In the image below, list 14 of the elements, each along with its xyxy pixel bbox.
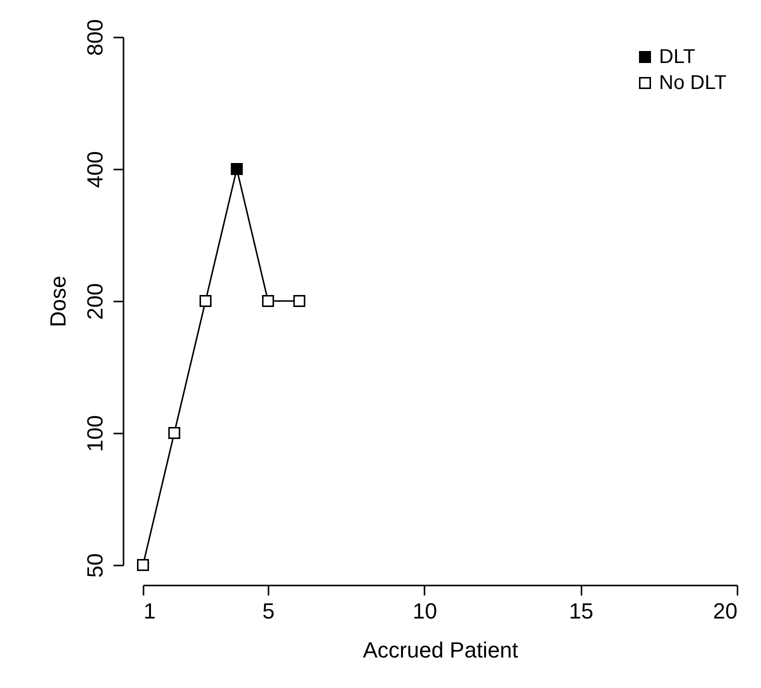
x-tick-label: 20 bbox=[713, 598, 738, 624]
x-tick-label: 10 bbox=[412, 598, 438, 624]
legend-label: DLT bbox=[659, 46, 696, 68]
y-axis-title: Dose bbox=[46, 276, 70, 328]
y-tick-label: 50 bbox=[82, 553, 108, 578]
x-tick-label: 15 bbox=[568, 598, 594, 624]
y-tick-label: 800 bbox=[82, 19, 108, 56]
x-tick-label: 1 bbox=[144, 598, 156, 624]
x-tick-label: 5 bbox=[262, 598, 275, 624]
x-axis-title: Accrued Patient bbox=[362, 638, 518, 662]
y-tick-label: 400 bbox=[82, 151, 108, 188]
legend-label: No DLT bbox=[659, 72, 726, 94]
y-tick-label: 100 bbox=[82, 415, 108, 452]
y-tick-label: 200 bbox=[82, 283, 108, 320]
